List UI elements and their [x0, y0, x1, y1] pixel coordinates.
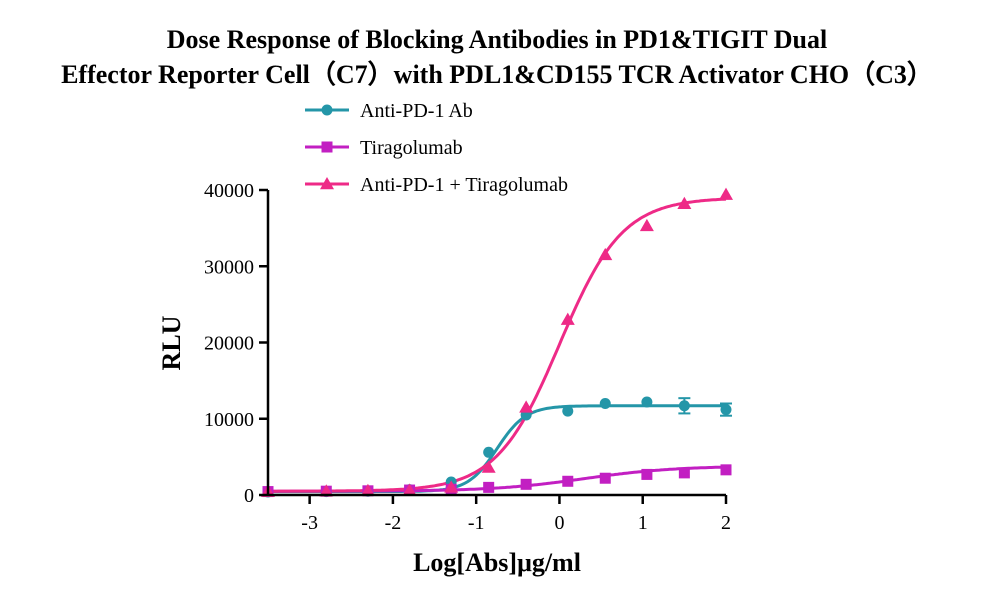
chart-title-line-2: Effector Reporter Cell（C7）with PDL1&CD15…: [61, 60, 933, 89]
y-tick-label: 0: [244, 485, 254, 507]
data-point: [562, 475, 574, 487]
data-point: [719, 187, 733, 200]
x-axis-title: Log[Abs]μg/ml: [413, 548, 581, 577]
data-point: [599, 398, 611, 409]
legend-marker: [321, 141, 333, 153]
y-tick-label: 40000: [204, 180, 254, 202]
x-tick-label: 1: [638, 512, 648, 534]
y-axis-ticks: 0 10000 20000 30000 40000: [204, 180, 268, 507]
y-tick-label: 30000: [204, 256, 254, 278]
x-tick-label: 2: [721, 512, 731, 534]
legend: Anti-PD-1 Ab Tiragolumab Anti-PD-1 + Tirag…: [305, 100, 568, 196]
data-point: [319, 484, 334, 497]
data-point: [639, 218, 654, 232]
legend-label: Tiragolumab: [360, 137, 463, 159]
data-point: [720, 404, 732, 416]
data-point: [560, 312, 575, 325]
x-tick-label: -3: [301, 512, 318, 534]
data-point: [519, 400, 534, 413]
data-point: [444, 480, 459, 493]
data-point: [360, 483, 375, 497]
y-tick-label: 20000: [204, 333, 254, 355]
data-point: [483, 446, 495, 458]
data-point: [678, 467, 690, 479]
y-axis-title: RLU: [157, 315, 186, 370]
data-point: [641, 396, 653, 408]
data-point: [562, 405, 574, 417]
x-tick-label: -1: [468, 512, 485, 534]
legend-label: Anti-PD-1 + Tiragolumab: [360, 174, 568, 196]
chart-title-line-1: Dose Response of Blocking Antibodies in …: [167, 25, 827, 54]
x-axis-ticks: -3 -2 -1 0 1 2: [301, 495, 731, 534]
data-point: [520, 478, 532, 490]
plot-area: 0 10000 20000 30000 40000 -3 -2 -1 0 1 2: [204, 180, 733, 534]
data-point: [598, 247, 613, 261]
data-point: [677, 196, 692, 209]
data-point: [678, 400, 690, 412]
data-point: [483, 481, 495, 493]
fit-curves: [268, 197, 727, 494]
data-point: [641, 468, 653, 480]
data-point: [599, 472, 611, 484]
y-tick-label: 10000: [204, 409, 254, 431]
legend-label: Anti-PD-1 Ab: [360, 100, 473, 122]
fit-curve: [268, 404, 726, 494]
x-tick-label: 0: [554, 512, 564, 534]
fit-curve: [268, 197, 727, 493]
legend-marker: [321, 104, 333, 116]
data-point: [481, 460, 496, 473]
data-point: [720, 464, 732, 476]
legend-marker: [320, 177, 334, 190]
fit-curve: [268, 465, 726, 493]
data-point: [402, 483, 417, 496]
x-tick-label: -2: [385, 512, 402, 534]
